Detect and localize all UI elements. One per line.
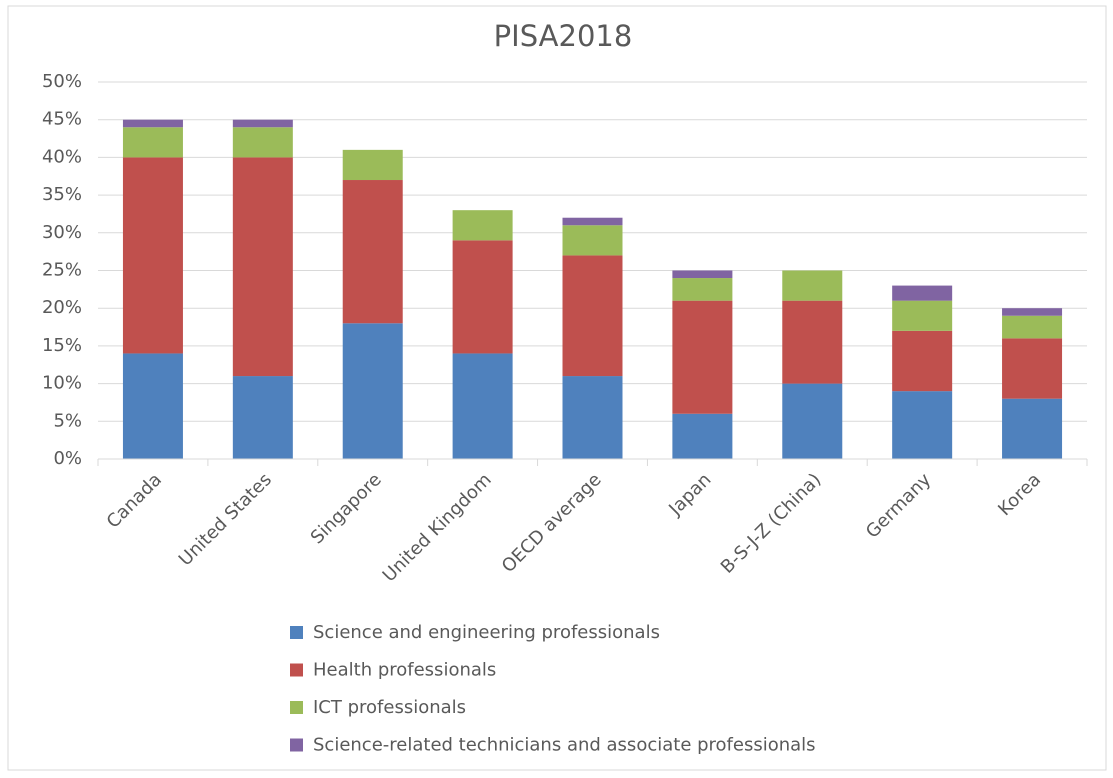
bar-segment <box>122 119 183 128</box>
legend-swatch <box>290 626 303 639</box>
bar-segment <box>452 353 513 459</box>
legend-swatch <box>290 701 303 714</box>
y-tick-label: 15% <box>42 335 82 356</box>
bar-segment <box>232 157 293 377</box>
bar-segment <box>562 376 623 459</box>
y-tick-label: 0% <box>53 448 82 469</box>
legend-swatch <box>290 663 303 677</box>
bar-segment <box>672 270 733 279</box>
bar-segment <box>232 119 293 128</box>
legend-swatch <box>290 738 303 752</box>
bar-segment <box>562 225 623 256</box>
legend-label: Health professionals <box>313 660 496 681</box>
bar-segment <box>782 383 843 459</box>
y-tick-label: 40% <box>42 146 82 167</box>
y-tick-label: 35% <box>42 184 82 205</box>
bar-segment <box>1002 338 1063 399</box>
bar-segment <box>452 240 513 354</box>
y-tick-label: 50% <box>42 71 82 92</box>
bar-segment <box>892 300 953 331</box>
y-tick-label: 30% <box>42 222 82 243</box>
bar-segment <box>1002 315 1063 339</box>
y-tick-label: 20% <box>42 297 82 318</box>
bar-segment <box>672 413 733 459</box>
bar-segment <box>562 217 623 226</box>
y-tick-label: 25% <box>42 260 82 281</box>
legend-label: Science-related technicians and associat… <box>313 735 816 756</box>
bar-segment <box>892 391 953 459</box>
bar-segment <box>892 285 953 301</box>
bar-segment <box>122 353 183 459</box>
bar-segment <box>672 300 733 414</box>
bar-segment <box>232 127 293 158</box>
legend-label: ICT professionals <box>313 697 466 718</box>
bar-segment <box>892 330 953 392</box>
y-tick-label: 10% <box>42 373 82 394</box>
bar-segment <box>122 127 183 158</box>
bar-segment <box>342 180 403 324</box>
bar-segment <box>672 278 733 301</box>
bar-segment <box>782 270 843 301</box>
legend-label: Science and engineering professionals <box>313 622 660 643</box>
bar-segment <box>122 157 183 354</box>
y-tick-label: 5% <box>53 410 82 431</box>
y-tick-label: 45% <box>42 109 82 130</box>
chart-title: PISA2018 <box>494 19 633 53</box>
bar-segment <box>562 255 623 377</box>
bar-segment <box>1002 308 1063 316</box>
bar-segment <box>452 210 513 241</box>
bar-segment <box>342 149 403 181</box>
bar-segment <box>1002 398 1063 459</box>
bar-segment <box>232 376 293 459</box>
bar-segment <box>782 300 843 384</box>
bar-segment <box>342 323 403 459</box>
